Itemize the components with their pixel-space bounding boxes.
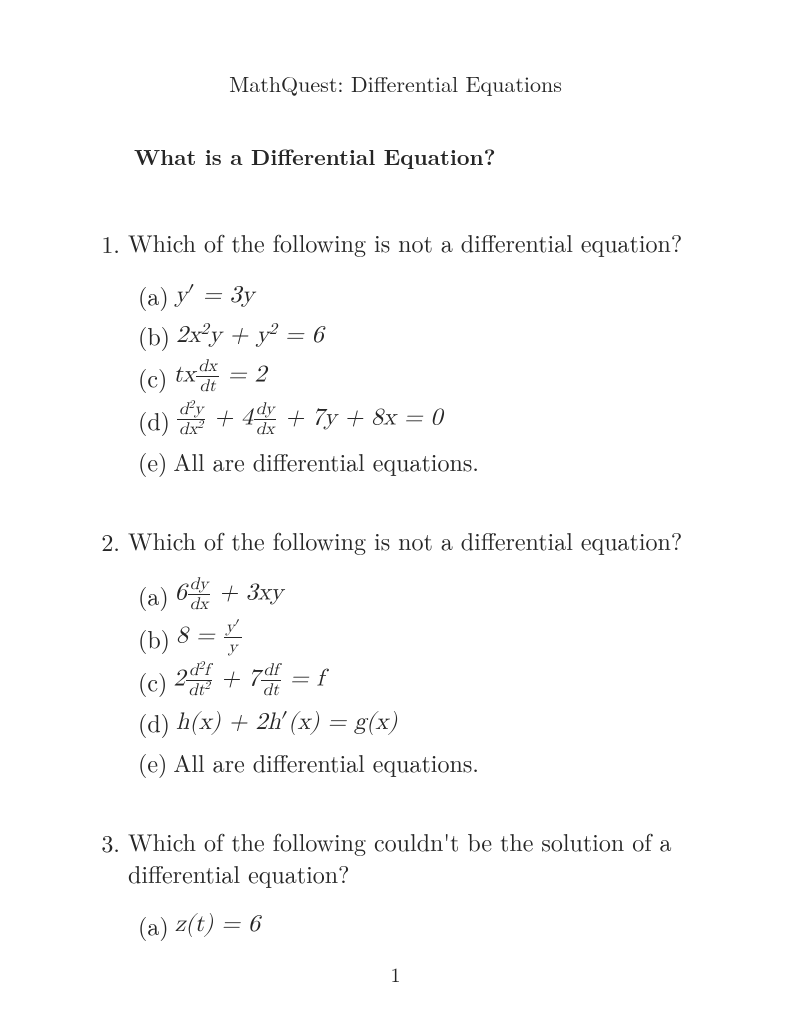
- option-math: h(x) + 2h′(x) = g(x): [176, 708, 397, 737]
- option-text: All are differential equations.: [173, 745, 479, 779]
- option-label: (a): [138, 278, 169, 312]
- question-number: 3.: [90, 825, 120, 859]
- option-text: All are differential equations.: [173, 444, 479, 478]
- document-header: MathQuest: Differential Equations: [90, 68, 701, 99]
- question-text: Which of the following is not a differen…: [128, 524, 701, 556]
- options-list: (a) 6dydx + 3xy (b) 8 = y′y (c) 2d2fdt2 …: [138, 576, 701, 779]
- option-a: (a) 6dydx + 3xy: [138, 576, 701, 613]
- option-label: (e): [138, 745, 167, 779]
- option-math: d2ydx2 + 4dydx + 7y + 8x = 0: [176, 401, 442, 438]
- page: MathQuest: Differential Equations What i…: [0, 0, 791, 942]
- option-math: z(t) = 6: [175, 910, 260, 939]
- question-1: 1. Which of the following is not a diffe…: [90, 226, 701, 478]
- option-label: (d): [138, 705, 170, 739]
- option-math: txdxdt = 2: [173, 358, 266, 395]
- option-e: (e) All are differential equations.: [138, 745, 701, 779]
- option-label: (b): [138, 318, 170, 352]
- section-title: What is a Differential Equation?: [134, 141, 701, 172]
- option-label: (a): [138, 908, 169, 942]
- option-math: 2x2y + y2 = 6: [176, 321, 324, 350]
- question-text: Which of the following is not a differen…: [128, 226, 701, 258]
- option-a: (a) y′ = 3y: [138, 278, 701, 312]
- question-text: Which of the following couldn't be the s…: [128, 825, 701, 890]
- option-label: (b): [138, 621, 170, 655]
- option-label: (c): [138, 360, 167, 394]
- option-math: 8 = y′y: [176, 619, 243, 656]
- option-math: y′ = 3y: [175, 281, 254, 310]
- option-d: (d) d2ydx2 + 4dydx + 7y + 8x = 0: [138, 401, 701, 438]
- option-a: (a) z(t) = 6: [138, 908, 701, 942]
- option-b: (b) 8 = y′y: [138, 619, 701, 656]
- option-b: (b) 2x2y + y2 = 6: [138, 318, 701, 352]
- question-3: 3. Which of the following couldn't be th…: [90, 825, 701, 942]
- page-number: 1: [0, 959, 791, 988]
- option-label: (a): [138, 578, 169, 612]
- options-list: (a) y′ = 3y (b) 2x2y + y2 = 6 (c) txdxdt…: [138, 278, 701, 478]
- options-list: (a) z(t) = 6: [138, 908, 701, 942]
- option-d: (d) h(x) + 2h′(x) = g(x): [138, 705, 701, 739]
- question-2: 2. Which of the following is not a diffe…: [90, 524, 701, 779]
- option-e: (e) All are differential equations.: [138, 444, 701, 478]
- option-math: 2d2fdt2 + 7dfdt = f: [173, 662, 324, 699]
- option-c: (c) txdxdt = 2: [138, 358, 701, 395]
- option-label: (c): [138, 664, 167, 698]
- option-c: (c) 2d2fdt2 + 7dfdt = f: [138, 662, 701, 699]
- option-label: (e): [138, 444, 167, 478]
- question-number: 1.: [90, 226, 120, 260]
- option-math: 6dydx + 3xy: [175, 576, 283, 613]
- option-label: (d): [138, 403, 170, 437]
- question-number: 2.: [90, 524, 120, 558]
